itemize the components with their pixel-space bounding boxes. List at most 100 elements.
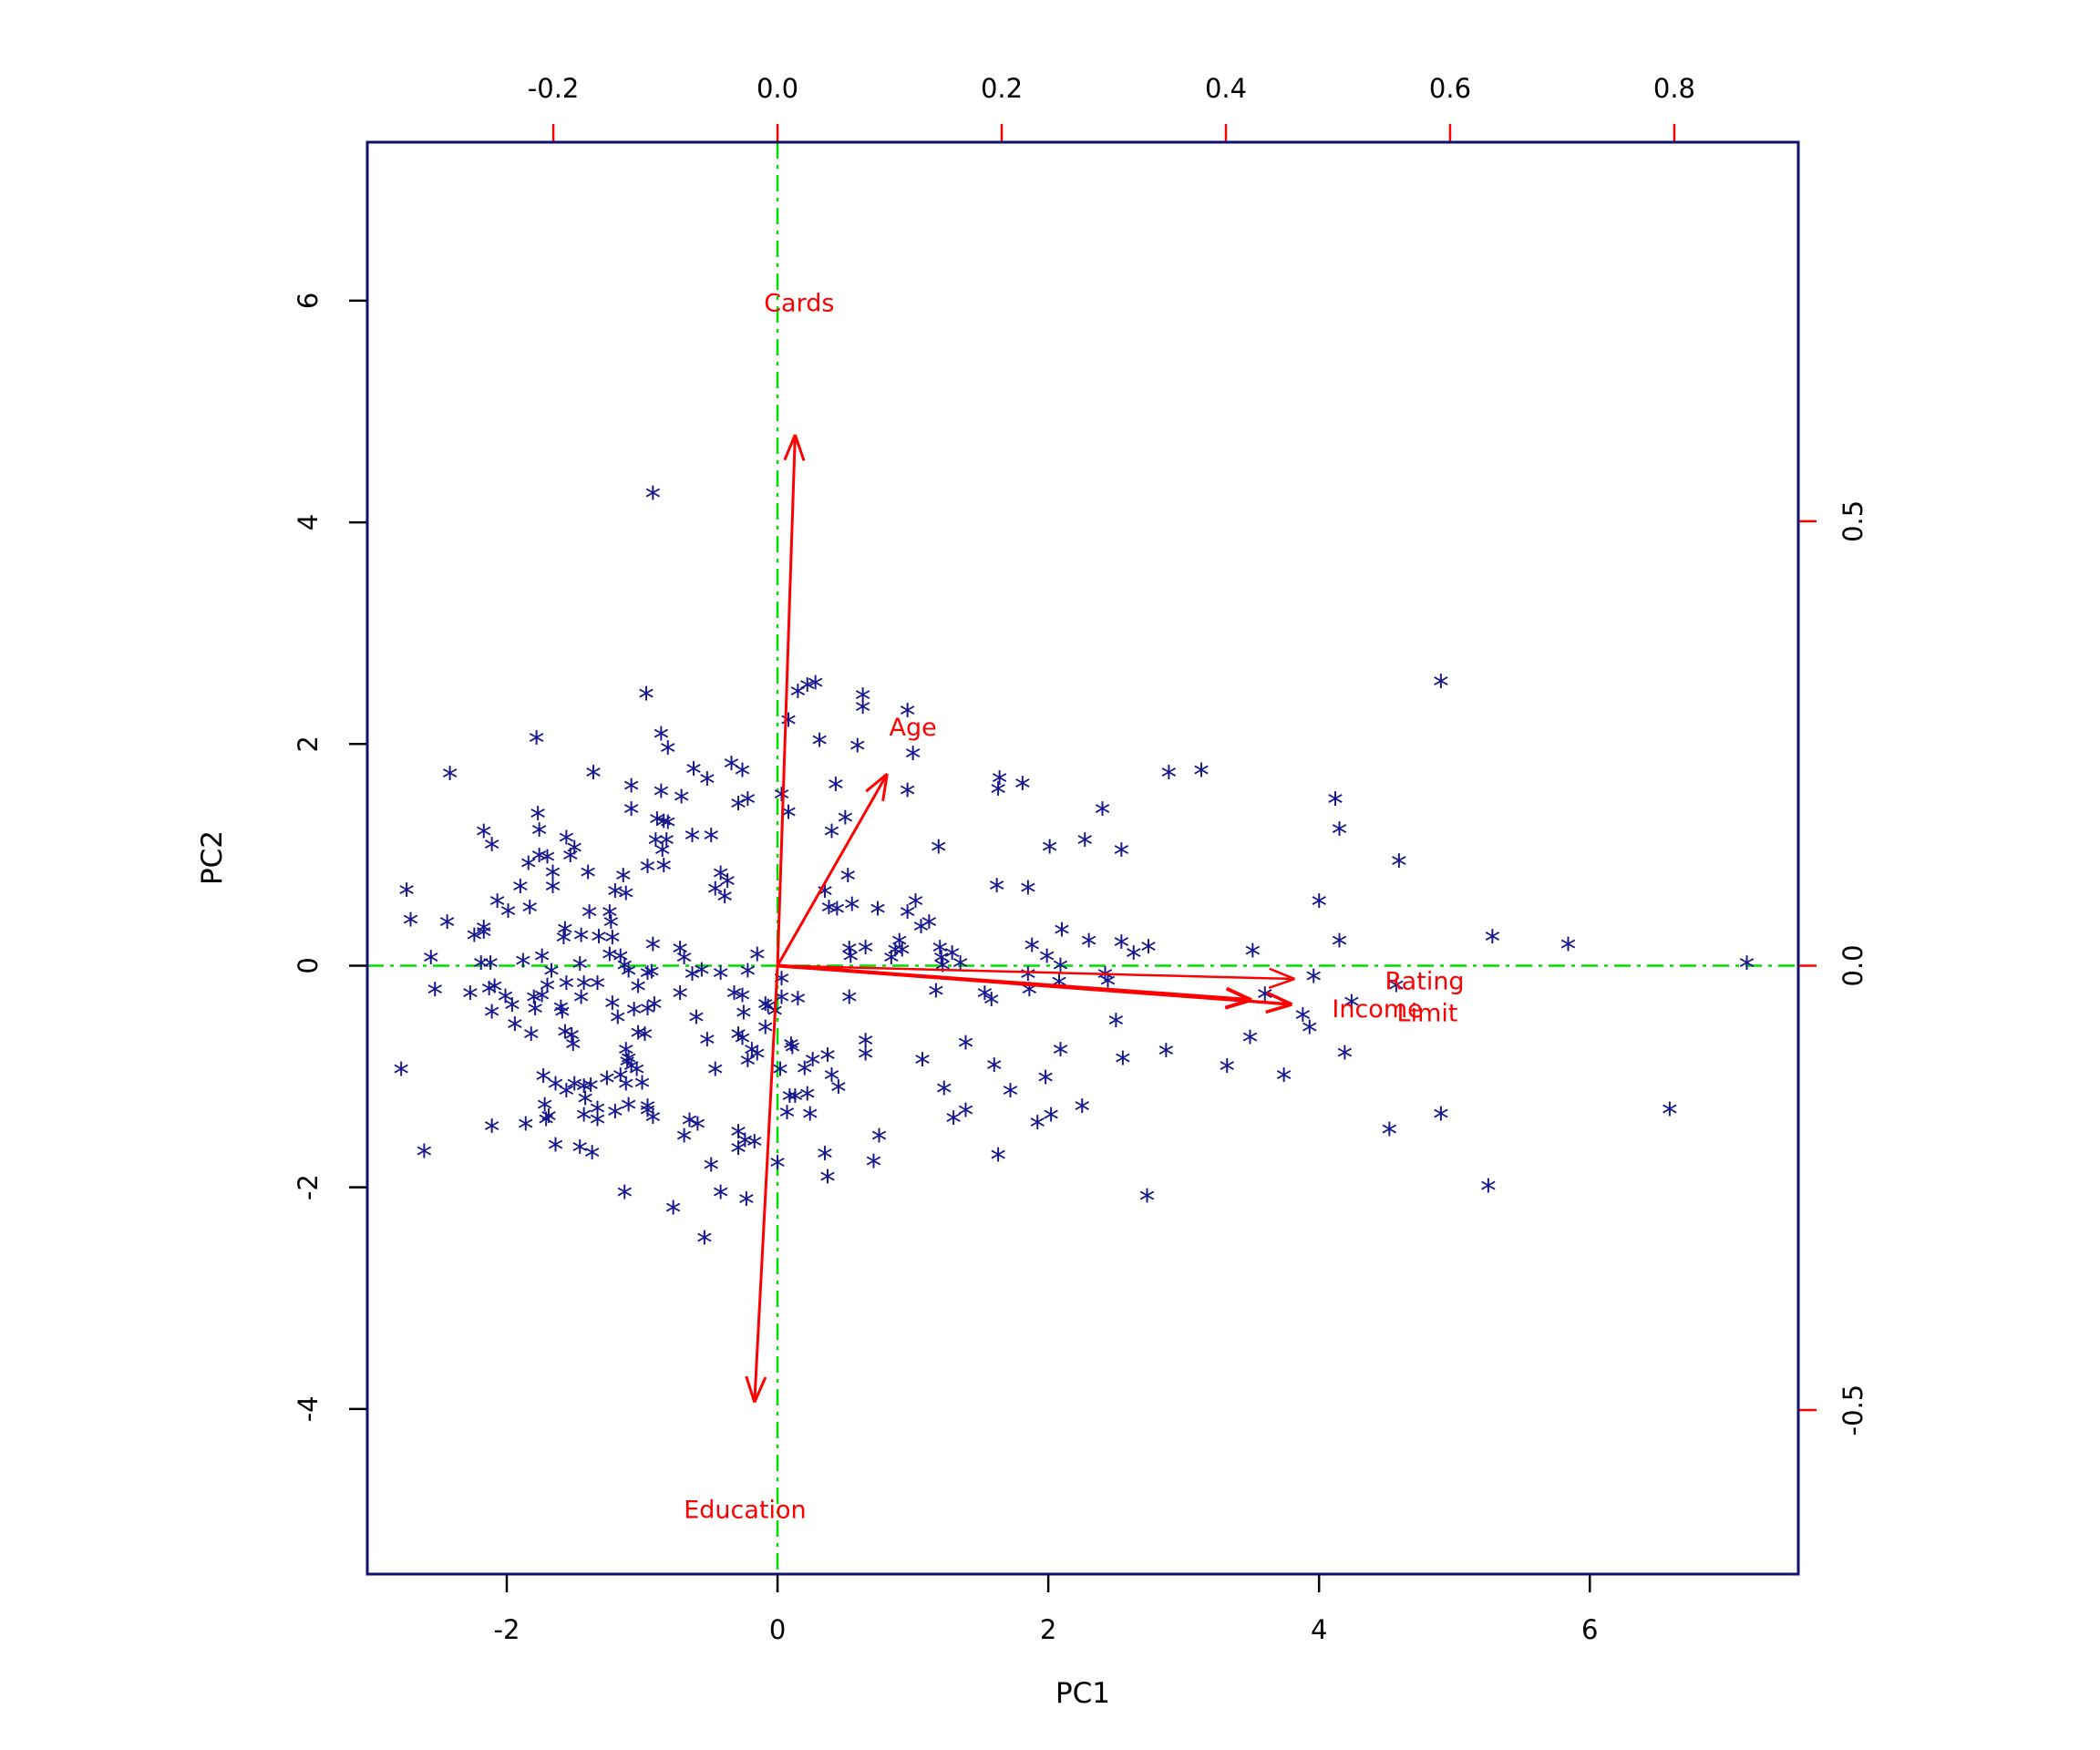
scatter-point: * bbox=[870, 896, 886, 932]
arrow-head bbox=[865, 772, 889, 793]
scatter-point: * bbox=[1114, 930, 1130, 966]
scatter-point: * bbox=[944, 941, 961, 977]
scatter-point: * bbox=[521, 895, 538, 932]
scatter-point: * bbox=[757, 1015, 774, 1052]
scatter-point: * bbox=[526, 985, 542, 1022]
scatter-point: * bbox=[1739, 951, 1755, 987]
scatter-point: * bbox=[1100, 968, 1117, 1004]
scatter-point: * bbox=[1276, 1063, 1292, 1099]
scatter-point: * bbox=[599, 1065, 615, 1102]
scatter-point: * bbox=[590, 1107, 606, 1143]
scatter-point: * bbox=[1343, 990, 1360, 1026]
scatter-point: * bbox=[417, 1139, 433, 1176]
arrow-head bbox=[1268, 977, 1295, 990]
scatter-point: * bbox=[660, 810, 676, 847]
scatter-point: * bbox=[690, 1111, 706, 1148]
scatter-point: * bbox=[913, 914, 930, 951]
scatter-point: * bbox=[538, 1107, 554, 1143]
scatter-point: * bbox=[841, 985, 858, 1022]
scatter-point: * bbox=[535, 1064, 551, 1100]
scatter-point: * bbox=[931, 834, 947, 870]
arrow-shaft bbox=[753, 965, 779, 1403]
scatter-point: * bbox=[577, 1086, 593, 1122]
scatter-point: * bbox=[805, 1047, 821, 1084]
scatter-point: * bbox=[629, 1057, 645, 1094]
scatter-point: * bbox=[685, 823, 701, 860]
scatter-point: * bbox=[646, 992, 663, 1028]
scatter-point: * bbox=[676, 1124, 693, 1160]
scatter-point: * bbox=[685, 757, 702, 793]
scatter-point: * bbox=[571, 1135, 588, 1171]
scatter-point: * bbox=[476, 920, 492, 956]
scatter-point: * bbox=[719, 869, 736, 905]
scatter-point: * bbox=[665, 1196, 682, 1232]
scatter-point: * bbox=[616, 1180, 633, 1217]
scatter-point: * bbox=[637, 1022, 654, 1058]
scatter-point: * bbox=[1161, 760, 1178, 797]
scatter-point: * bbox=[403, 908, 419, 944]
scatter-point: * bbox=[649, 807, 665, 843]
y-axis-title: PC2 bbox=[196, 829, 229, 886]
scatter-point: * bbox=[888, 937, 904, 973]
scatter-point: * bbox=[1305, 964, 1322, 1001]
scatter-point: * bbox=[567, 1072, 583, 1108]
scatter-point: * bbox=[612, 1063, 629, 1099]
right-tick-label: -0.5 bbox=[1838, 1385, 1868, 1436]
scatter-point: * bbox=[799, 673, 816, 709]
scatter-point: * bbox=[952, 951, 969, 987]
scatter-point: * bbox=[1108, 1008, 1125, 1045]
scatter-point: * bbox=[936, 1076, 952, 1112]
scatter-point: * bbox=[1043, 1103, 1059, 1139]
arrow-shaft bbox=[777, 964, 1295, 981]
arrow-head bbox=[1265, 1003, 1292, 1014]
scatter-point: * bbox=[654, 838, 671, 874]
scatter-point: * bbox=[590, 1096, 606, 1132]
scatter-point: * bbox=[900, 777, 916, 814]
scatter-point: * bbox=[573, 923, 590, 960]
scatter-point: * bbox=[1662, 1097, 1678, 1134]
scatter-point: * bbox=[921, 910, 938, 946]
scatter-point: * bbox=[785, 1035, 801, 1071]
x-axis-title: PC1 bbox=[1055, 1677, 1111, 1710]
scatter-point: * bbox=[512, 874, 529, 911]
top-tick-label: 0.2 bbox=[981, 73, 1023, 104]
scatter-point: * bbox=[591, 924, 607, 961]
scatter-point: * bbox=[1257, 982, 1273, 1018]
scatter-point: * bbox=[1337, 1041, 1354, 1077]
scatter-point: * bbox=[645, 480, 662, 517]
plot-frame bbox=[365, 140, 1800, 1576]
y-tick-label: 0 bbox=[293, 957, 324, 973]
y-tick-label: -2 bbox=[293, 1174, 324, 1200]
scatter-point: * bbox=[1014, 771, 1031, 808]
scatter-point: * bbox=[548, 1132, 564, 1168]
scatter-point: * bbox=[1332, 929, 1348, 965]
x-tick-label: 2 bbox=[1040, 1614, 1056, 1645]
scatter-point: * bbox=[1024, 933, 1041, 970]
scatter-point: * bbox=[423, 945, 439, 982]
scatter-point: * bbox=[1433, 669, 1449, 705]
loading-label-income: Income bbox=[1332, 995, 1422, 1024]
scatter-point: * bbox=[774, 782, 790, 818]
scatter-point: * bbox=[737, 1128, 754, 1165]
scatter-point: * bbox=[576, 971, 592, 1007]
scatter-point: * bbox=[894, 937, 911, 973]
scatter-point: * bbox=[779, 1100, 796, 1137]
scatter-point: * bbox=[908, 889, 924, 925]
scatter-point: * bbox=[482, 951, 499, 987]
scatter-point: * bbox=[790, 986, 807, 1023]
scatter-point: * bbox=[891, 929, 908, 965]
scatter-point: * bbox=[531, 843, 548, 880]
scatter-point: * bbox=[707, 877, 724, 913]
arrow-shaft bbox=[776, 773, 889, 967]
scatter-point: * bbox=[523, 1022, 540, 1058]
scatter-point: * bbox=[553, 995, 570, 1032]
right-tick-label: 0.0 bbox=[1838, 944, 1868, 986]
scatter-point: * bbox=[573, 985, 590, 1022]
scatter-point: * bbox=[623, 1054, 640, 1090]
scatter-point: * bbox=[545, 860, 561, 896]
x-tick-label: 6 bbox=[1581, 1614, 1598, 1645]
scatter-point: * bbox=[1327, 787, 1343, 823]
scatter-point: * bbox=[849, 734, 866, 770]
scatter-point: * bbox=[607, 879, 623, 915]
arrow-head bbox=[793, 434, 806, 461]
